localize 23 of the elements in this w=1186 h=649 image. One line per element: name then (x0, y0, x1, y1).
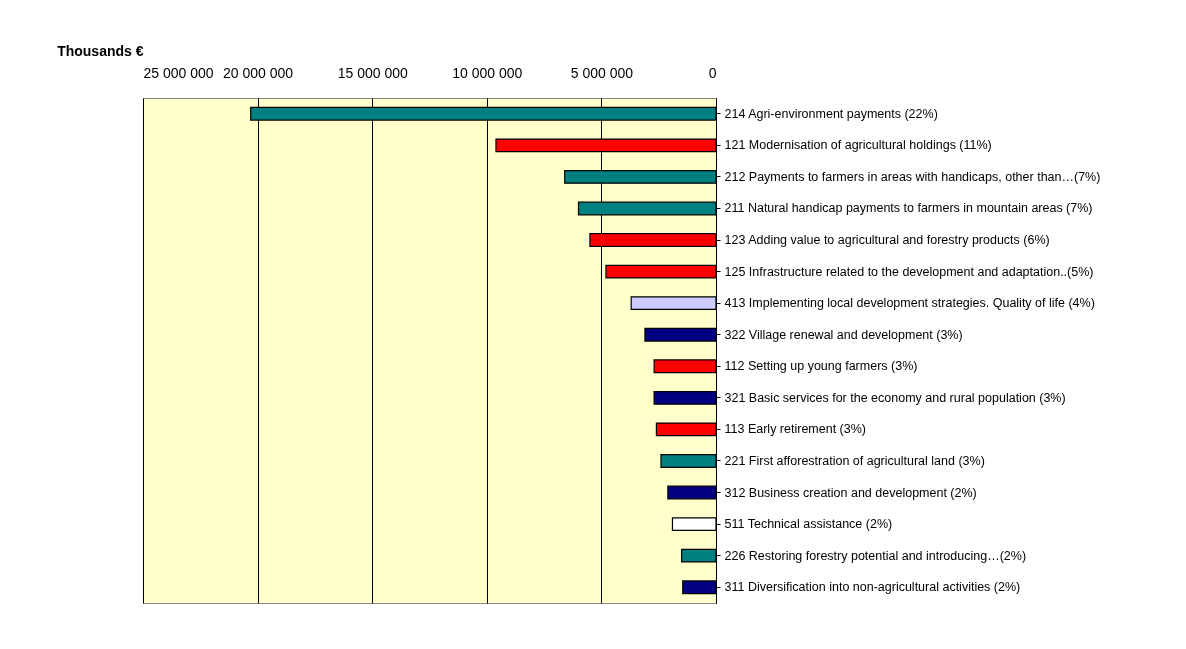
y-tick-label: 413 Implementing local development strategies. Quality of life (4%) (724, 296, 1095, 311)
y-tick-label: 311 Diversification into non-agricultural activities (2%) (724, 580, 1021, 595)
y-tick-label: 322 Village renewal and development (3%) (724, 327, 963, 342)
y-tick-label: 125 Infrastructure related to the development and adaptation..(5%) (724, 264, 1094, 279)
y-tick-label: 113 Early retirement (3%) (724, 422, 866, 437)
y-tick-label: 121 Modernisation of agricultural holdings (11%) (724, 138, 992, 153)
y-tick-label: 226 Restoring forestry potential and introducing…(2%) (724, 548, 1027, 563)
y-tick-label: 212 Payments to farmers in areas with handicaps, other than…(7%) (724, 169, 1101, 184)
x-tick-label: 25 000 000 (143, 64, 214, 81)
y-tick-label: 511 Technical assistance (2%) (724, 517, 893, 532)
y-tick-label: 112 Setting up young farmers (3%) (724, 359, 918, 374)
y-tick-label: 312 Business creation and development (2%) (724, 485, 977, 500)
x-tick-label: 15 000 000 (337, 64, 408, 81)
y-tick-label: 211 Natural handicap payments to farmers in mountain areas (7%) (724, 201, 1093, 216)
x-tick-label: 5 000 000 (570, 64, 634, 81)
x-tick-label: 20 000 000 (223, 64, 294, 81)
y-tick-label: 321 Basic services for the economy and rural population (3%) (724, 390, 1066, 405)
x-tick-label: 10 000 000 (452, 64, 523, 81)
y-tick-label: 214 Agri-environment payments (22%) (724, 106, 938, 121)
y-tick-label: 221 First afforestration of agricultural land (3%) (724, 453, 985, 468)
y-tick-label: 123 Adding value to agricultural and forestry products (6%) (724, 233, 1050, 248)
x-axis-title: Thousands € (57, 42, 144, 59)
x-tick-label: 0 (708, 64, 717, 81)
